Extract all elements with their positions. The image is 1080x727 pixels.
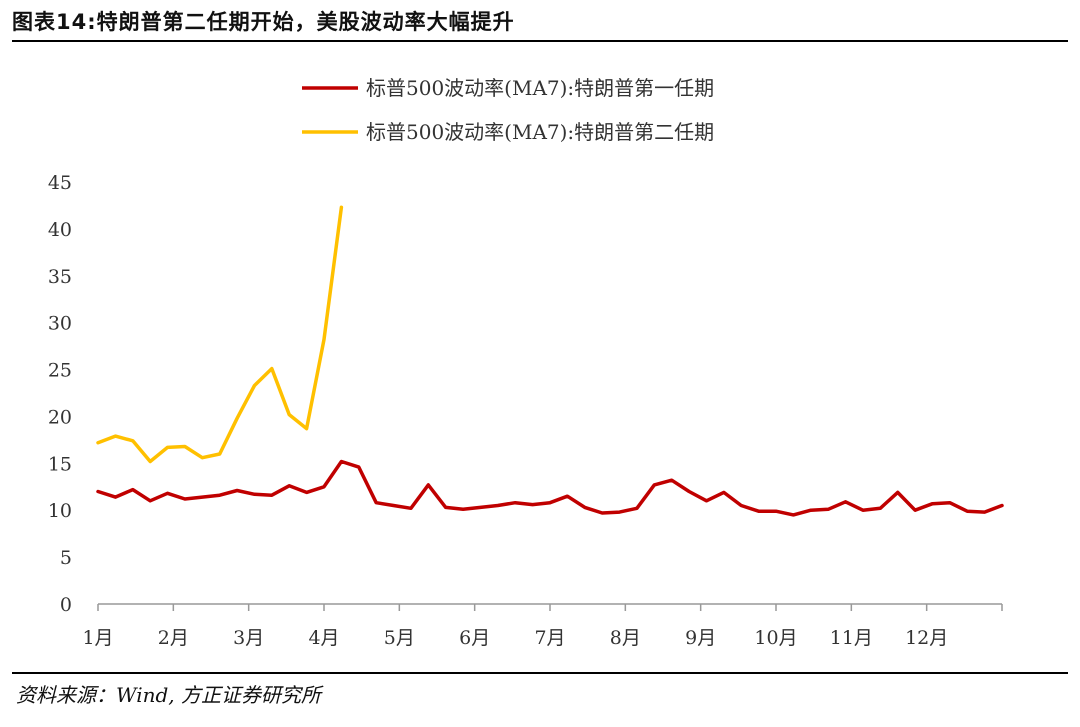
source-rule: [12, 672, 1068, 674]
legend-label-1: 标普500波动率(MA7):特朗普第一任期: [366, 76, 714, 100]
y-tick-label: 40: [48, 219, 72, 241]
series-layer: [96, 205, 1004, 517]
legend: 标普500波动率(MA7):特朗普第一任期标普500波动率(MA7):特朗普第二…: [302, 76, 714, 144]
x-tick-label: 3月: [233, 627, 264, 649]
line-chart: 标普500波动率(MA7):特朗普第一任期标普500波动率(MA7):特朗普第二…: [48, 76, 1004, 649]
series-line-1: [96, 459, 1004, 517]
x-tick-label: 7月: [534, 627, 565, 649]
legend-label-2: 标普500波动率(MA7):特朗普第二任期: [366, 120, 714, 144]
x-tick-label: 2月: [158, 627, 189, 649]
x-tick-label: 1月: [82, 627, 113, 649]
y-tick-label: 20: [48, 406, 72, 428]
x-axis: 1月 2月 3月 4月 5月 6月 7月 8月 9月 10月 11月 12月: [82, 603, 1003, 649]
y-tick-label: 15: [48, 453, 72, 475]
figure-title: 图表14:特朗普第二任期开始，美股波动率大幅提升: [12, 10, 515, 34]
x-tick-label: 12月: [905, 627, 948, 649]
series-line-2: [96, 205, 344, 464]
source-note: 资料来源：Wind, 方正证券研究所: [16, 683, 321, 707]
x-tick-label: 11月: [830, 627, 873, 649]
y-tick-label: 30: [48, 313, 72, 335]
y-tick-label: 10: [48, 500, 72, 522]
title-rule: [12, 40, 1068, 42]
x-tick-label: 9月: [685, 627, 716, 649]
y-tick-label: 45: [48, 172, 72, 194]
x-tick-label: 4月: [308, 627, 339, 649]
y-axis-labels: 0 5 10 15 20 25 30 35 40 45: [48, 172, 72, 616]
y-tick-label: 35: [48, 266, 72, 288]
y-tick-label: 25: [48, 360, 72, 382]
y-tick-label: 5: [60, 547, 72, 569]
x-tick-label: 10月: [754, 627, 797, 649]
x-tick-label: 8月: [610, 627, 641, 649]
x-tick-label: 6月: [459, 627, 490, 649]
x-tick-label: 5月: [384, 627, 415, 649]
y-tick-label: 0: [60, 594, 72, 616]
